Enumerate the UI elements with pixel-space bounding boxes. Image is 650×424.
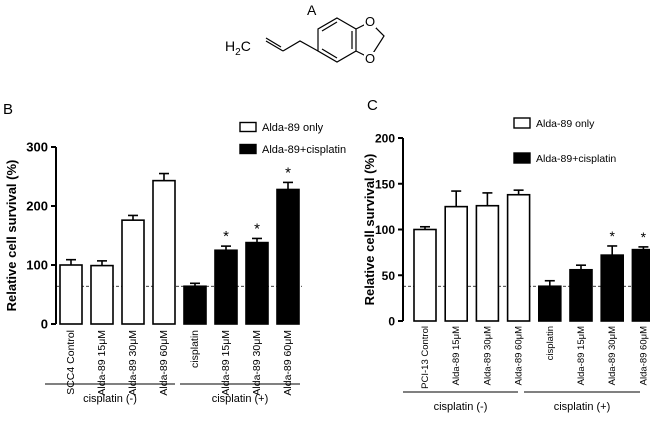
y-tick-label: 50 [382,269,396,283]
formula-label: H2C [225,38,251,58]
bar [444,205,469,322]
group-label: cisplatin (+) [554,401,611,413]
x-tick-label: Alda-89 60μM [282,330,294,396]
x-tick-label: Alda-89 15μM [220,330,232,396]
x-tick-label: cisplatin [189,330,201,368]
bar [537,285,562,322]
oxygen-lower: O [365,51,375,66]
benzene-ring [317,17,357,63]
bar [475,204,500,322]
x-tick-label: cisplatin [545,326,556,360]
x-tick-label: Alda-89 60μM [638,326,649,385]
bar [631,248,650,322]
legend-label: Alda-89 only [262,122,324,134]
significance-mark: * [285,164,291,181]
bar [600,254,625,322]
y-tick-label: 300 [26,140,48,155]
legend-swatch [239,121,257,133]
bar [245,241,269,325]
panel-a: A O O H2C [225,2,385,66]
significance-mark: * [641,229,647,245]
x-tick-label: Alda-89 30μM [607,326,618,385]
y-axis-label: Relative cell survival (%) [4,160,19,312]
y-tick-label: 200 [26,199,48,214]
x-tick-label: Alda-89 60μM [158,330,170,396]
oxygen-lower-bg [364,52,376,65]
y-tick-label: 200 [375,132,395,146]
significance-mark: * [254,220,260,237]
x-tick-label: Alda-89 30μM [251,330,263,396]
panel-b-letter: B [3,101,13,118]
legend-label: Alda-89+cisplatin [536,153,616,165]
allyl-chain [282,40,319,52]
bar [214,249,238,325]
ring-inner-bond-3 [321,48,338,59]
y-tick-label: 0 [41,317,48,332]
x-tick-label: SCC4 Control [65,330,77,395]
x-tick-label: Alda-89 15μM [96,330,108,396]
bar [183,285,207,325]
bar [569,268,593,322]
legend-swatch [513,117,531,129]
bar [506,193,531,322]
x-tick-label: Alda-89 30μM [127,330,139,396]
ring-inner-bond-1 [321,21,338,32]
bar [413,228,437,322]
y-tick-label: 150 [375,177,395,191]
bar [121,219,145,325]
group-label: cisplatin (-) [434,401,488,413]
group-label: cisplatin (+) [212,393,269,405]
oxygen-upper: O [365,14,375,29]
y-tick-label: 0 [388,315,395,329]
x-tick-label: Alda-89 60μM [514,326,525,385]
legend-swatch [513,152,531,164]
bar [59,264,83,325]
significance-mark: * [223,228,229,245]
x-tick-label: PCI-13 Control [420,326,431,389]
legend-swatch [239,143,257,155]
oxygen-upper-bg [364,15,376,28]
x-tick-label: Alda-89 15μM [451,326,462,385]
chart-c: PCI-13 Control Alda-89 15μM Alda-89 30μM Al… [362,117,650,413]
group-label: cisplatin (-) [83,393,137,405]
bar [90,264,114,325]
x-tick-label: Alda-89 15μM [576,326,587,385]
vinyl-bond-2 [265,37,282,48]
panel-a-letter: A [307,2,317,18]
chart-b: SCC4 Control Alda-89 15μM Alda-89 30μM Alda… [4,121,346,405]
bar [152,179,176,325]
significance-mark: * [609,228,615,244]
legend-label: Alda-89+cisplatin [262,144,346,156]
y-axis-label: Relative cell survival (%) [362,154,377,306]
vinyl-bond-1 [265,40,284,52]
legend-label: Alda-89 only [536,118,595,130]
y-tick-label: 100 [26,258,48,273]
y-tick-label: 100 [375,223,395,237]
bar [276,188,300,325]
x-tick-label: Alda-89 30μM [482,326,493,385]
panel-c-letter: C [367,97,378,114]
